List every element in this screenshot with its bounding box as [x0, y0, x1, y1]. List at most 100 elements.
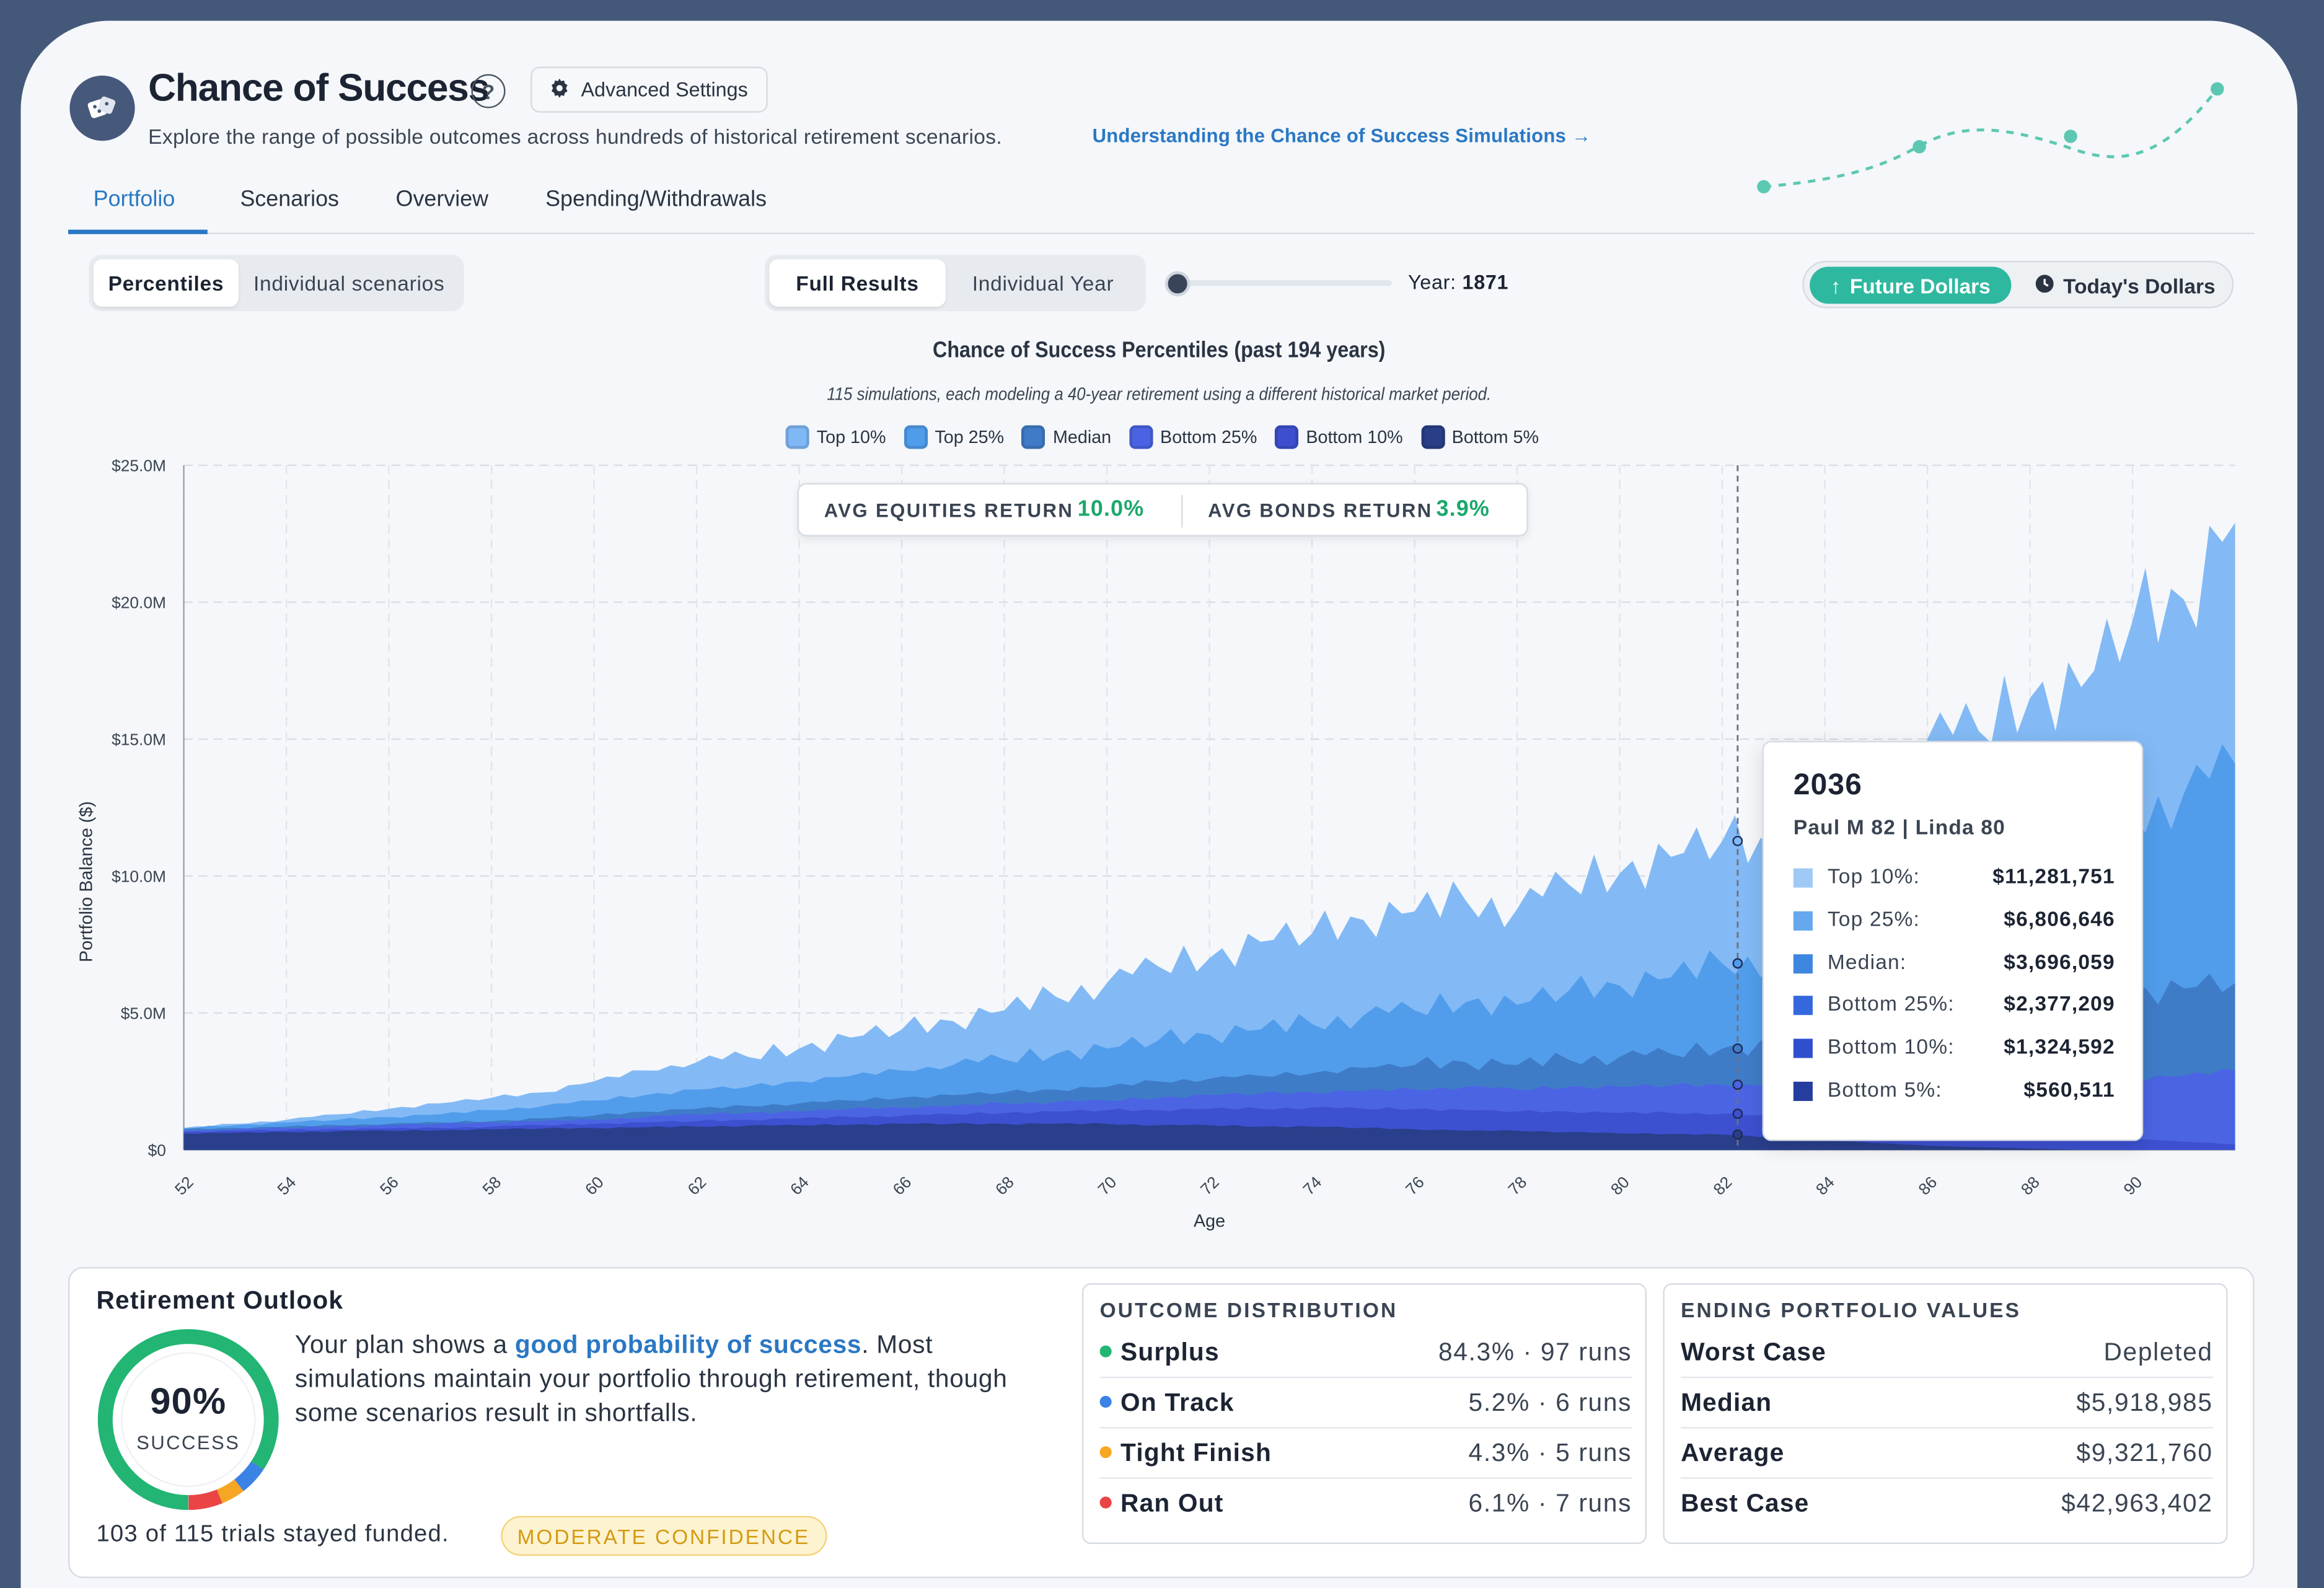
divider — [1181, 494, 1183, 528]
y-tick-label: $25.0M — [112, 457, 166, 475]
trials-funded-text: 103 of 115 trials stayed funded. — [96, 1522, 449, 1547]
year-slider-thumb[interactable] — [1164, 271, 1191, 297]
x-tick-label: 88 — [2017, 1173, 2043, 1199]
chart-title: Chance of Success Percentiles (past 194 … — [933, 338, 1386, 363]
ending-value: Depleted — [2103, 1338, 2213, 1367]
tooltip-row: Median: $3,696,059 — [1793, 950, 2115, 980]
ending-row: Average $9,321,760 — [1681, 1430, 2213, 1479]
equities-return-value: 10.0% — [1077, 496, 1145, 522]
outlook-text-end: . Most simulations maintain your portfol… — [294, 1330, 1008, 1428]
todays-dollars-label: Today's Dollars — [2063, 273, 2216, 297]
active-tab-indicator — [68, 229, 208, 234]
tooltip-row: Bottom 25%: $2,377,209 — [1793, 991, 2115, 1021]
year-value: 1871 — [1462, 271, 1509, 294]
tab-spending-withdrawals[interactable]: Spending/Withdrawals — [545, 186, 767, 212]
future-dollars-option[interactable]: ↑ Future Dollars — [1810, 266, 2012, 304]
percentiles-option[interactable]: Percentiles — [93, 259, 239, 307]
ending-row: Worst Case Depleted — [1681, 1329, 2213, 1379]
area-bottom5 — [183, 1123, 2235, 1150]
legend-item-top25[interactable]: Top 25% — [904, 425, 1004, 449]
tooltip-label: Median: — [1827, 950, 1907, 974]
hover-point — [1732, 835, 1743, 846]
distribution-value: 4.3% · 5 runs — [1468, 1439, 1632, 1467]
tooltip-row: Top 10%: $11,281,751 — [1793, 864, 2115, 893]
distribution-row: Ran Out 6.1% · 7 runs — [1099, 1480, 1632, 1529]
x-tick-label: 60 — [581, 1173, 607, 1199]
legend-item-top10[interactable]: Top 10% — [785, 425, 886, 449]
bonds-return-value: 3.9% — [1436, 496, 1490, 522]
ring-segment — [97, 1329, 279, 1511]
todays-dollars-option[interactable]: Today's Dollars — [2035, 266, 2216, 304]
hover-point — [1732, 1079, 1743, 1090]
chart-tooltip: 2036 Paul M 82 | Linda 80 Top 10%: $11,28… — [1762, 740, 2144, 1141]
x-tick-label: 62 — [684, 1173, 710, 1199]
tooltip-value: $2,377,209 — [2004, 991, 2115, 1016]
x-axis-title: Age — [1194, 1211, 1225, 1231]
app-window: Chance of Success ? Advanced Settings Ex… — [20, 20, 2297, 1588]
chart-subtitle: 115 simulations, each modeling a 40-year… — [827, 384, 1492, 405]
legend-item-bottom5[interactable]: Bottom 5% — [1420, 425, 1539, 449]
tooltip-value: $6,806,646 — [2004, 906, 2115, 931]
outcome-distribution-panel: OUTCOME DISTRIBUTION Surplus 84.3% · 97 r… — [1081, 1283, 1647, 1545]
tooltip-value: $11,281,751 — [1992, 864, 2115, 888]
ending-label: Median — [1681, 1388, 1772, 1417]
outlook-description: Your plan shows a good probability of su… — [295, 1328, 1044, 1430]
success-label: SUCCESS — [136, 1431, 240, 1454]
hover-point — [1732, 1108, 1743, 1119]
page-title: Chance of Success — [148, 65, 490, 110]
year-readout: Year: 1871 — [1408, 271, 1508, 294]
year-slider-track[interactable] — [1169, 280, 1392, 286]
y-tick-label: $0 — [148, 1141, 166, 1159]
tooltip-value: $3,696,059 — [2004, 950, 2115, 974]
tooltip-swatch — [1793, 954, 1813, 974]
year-label: Year: — [1408, 271, 1456, 294]
tooltip-label: Top 10%: — [1827, 864, 1921, 888]
retirement-outlook-panel: Retirement Outlook 90% SUCCESS Your plan… — [68, 1266, 2255, 1579]
y-tick-label: $15.0M — [112, 730, 166, 748]
simulations-help-link[interactable]: Understanding the Chance of Success Simu… — [1092, 124, 1591, 147]
ending-label: Best Case — [1681, 1489, 1810, 1517]
hover-point — [1732, 1043, 1743, 1054]
tab-scenarios[interactable]: Scenarios — [240, 186, 339, 212]
y-tick-label: $5.0M — [121, 1004, 166, 1022]
bonds-return-label: AVG BONDS RETURN — [1208, 499, 1433, 522]
chart-legend: Top 10% Top 25% Median Bottom 25% Bottom… — [785, 425, 1539, 449]
equities-return-label: AVG EQUITIES RETURN — [824, 499, 1074, 522]
page-subtitle: Explore the range of possible outcomes a… — [148, 124, 1003, 149]
distribution-value: 6.1% · 7 runs — [1468, 1489, 1632, 1517]
legend-swatch — [1129, 425, 1153, 449]
status-dot — [1099, 1345, 1112, 1357]
help-icon[interactable]: ? — [471, 74, 506, 108]
distribution-row: Surplus 84.3% · 97 runs — [1099, 1329, 1632, 1379]
tooltip-value: $560,511 — [2023, 1077, 2115, 1101]
hover-point — [1732, 958, 1743, 969]
arrow-up-icon: ↑ — [1830, 273, 1841, 297]
tooltip-names: Paul M 82 | Linda 80 — [1793, 815, 2006, 839]
tab-portfolio[interactable]: Portfolio — [93, 186, 175, 212]
advanced-settings-button[interactable]: Advanced Settings — [530, 66, 767, 113]
legend-swatch — [1275, 425, 1299, 449]
x-tick-label: 72 — [1197, 1173, 1223, 1199]
legend-item-median[interactable]: Median — [1021, 425, 1111, 449]
legend-item-bottom10[interactable]: Bottom 10% — [1275, 425, 1403, 449]
tooltip-swatch — [1793, 911, 1813, 931]
clock-icon — [2035, 273, 2054, 297]
tab-overview[interactable]: Overview — [395, 186, 489, 212]
tooltip-label: Bottom 10%: — [1827, 1034, 1955, 1058]
legend-item-bottom25[interactable]: Bottom 25% — [1129, 425, 1257, 449]
individual-year-option[interactable]: Individual Year — [972, 271, 1114, 295]
x-tick-label: 66 — [889, 1173, 915, 1199]
ending-value: $5,918,985 — [2076, 1388, 2213, 1417]
tooltip-swatch — [1793, 996, 1813, 1016]
percentile-area-chart[interactable]: $0 $5.0M $10.0M $15.0M $20.0M $25.0M 52 54 56 58 6… — [20, 20, 2297, 1265]
individual-scenarios-option[interactable]: Individual scenarios — [253, 271, 445, 295]
full-results-option[interactable]: Full Results — [769, 259, 946, 307]
future-dollars-label: Future Dollars — [1849, 273, 1991, 297]
tooltip-swatch — [1793, 868, 1813, 888]
ending-value: $42,963,402 — [2061, 1489, 2213, 1517]
ending-row: Median $5,918,985 — [1681, 1380, 2213, 1429]
hover-point — [1732, 1129, 1743, 1140]
x-tick-label: 86 — [1914, 1173, 1940, 1199]
distribution-label: On Track — [1120, 1388, 1235, 1417]
